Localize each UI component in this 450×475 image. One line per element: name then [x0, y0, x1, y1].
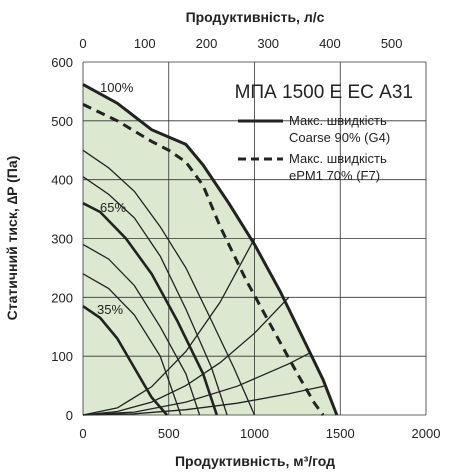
y-tick-0: 0 — [66, 408, 73, 423]
x-tick-1000: 1000 — [240, 426, 269, 441]
x2-tick-400: 400 — [319, 36, 341, 51]
series-epm1-f7 — [82, 103, 325, 416]
y-axis-title: Статичний тиск, ∆P (Па) — [4, 156, 20, 321]
y-tick-600: 600 — [51, 55, 73, 70]
speed-curve-3 — [82, 202, 219, 416]
speed-curve-6 — [82, 305, 168, 416]
y-tick-200: 200 — [51, 290, 73, 305]
max-speed-series — [82, 83, 339, 416]
area-under-max-curve — [83, 84, 337, 416]
speed-curve-2 — [82, 176, 228, 416]
legend-dashed-line2: ePM1 70% (F7) — [289, 168, 380, 183]
x2-tick-500: 500 — [381, 36, 403, 51]
label-35: 35% — [97, 302, 123, 317]
x-tick-1500: 1500 — [326, 426, 355, 441]
tick-labels: 0 500 1000 1500 2000 0 100 200 300 400 500 600 0 100 2… — [51, 36, 440, 441]
x2-tick-100: 100 — [134, 36, 156, 51]
x-tick-0: 0 — [79, 426, 86, 441]
y-tick-500: 500 — [51, 114, 73, 129]
legend-solid-line2: Coarse 90% (G4) — [289, 130, 390, 145]
top-axis-title: Продуктивність, л/с — [186, 9, 325, 25]
speed-curve-5 — [82, 273, 182, 416]
legend: Макс. швидкість Coarse 90% (G4) Макс. шв… — [238, 113, 390, 183]
chart-title: МПА 1500 Е ЕС А31 — [235, 82, 413, 103]
operating-area-fill — [83, 84, 337, 416]
x-tick-500: 500 — [158, 426, 180, 441]
series-coarse-g4 — [82, 83, 339, 416]
x2-tick-300: 300 — [257, 36, 279, 51]
label-100: 100% — [100, 80, 134, 95]
y-tick-300: 300 — [51, 232, 73, 247]
system-curve-1 — [82, 296, 290, 416]
speed-curve-4 — [82, 243, 201, 416]
legend-solid-line1: Макс. швидкість — [289, 113, 387, 128]
label-65: 65% — [100, 200, 126, 215]
y-tick-400: 400 — [51, 173, 73, 188]
system-curve-3 — [82, 384, 327, 416]
y-tick-100: 100 — [51, 349, 73, 364]
x2-tick-200: 200 — [196, 36, 218, 51]
legend-dashed-line1: Макс. швидкість — [289, 151, 387, 166]
bottom-axis-title: Продуктивність, м³/год — [175, 453, 335, 469]
speed-curve-1 — [82, 149, 256, 416]
x-tick-2000: 2000 — [412, 426, 441, 441]
system-curve-0 — [82, 238, 256, 416]
x2-tick-0: 0 — [79, 36, 86, 51]
